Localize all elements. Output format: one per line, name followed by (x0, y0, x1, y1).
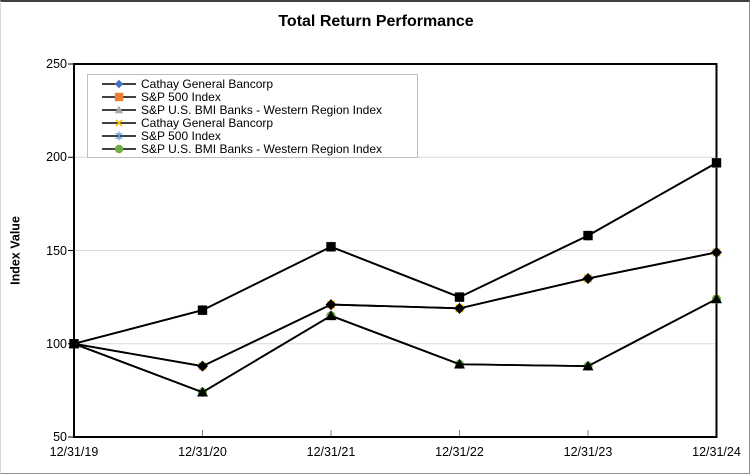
legend-label: Cathay General Bancorp (141, 76, 274, 91)
legend-label: S&P U.S. BMI Banks - Western Region Inde… (141, 141, 382, 156)
legend-asterisk-icon (115, 131, 123, 140)
y-tick-label-250: 250 (46, 57, 67, 71)
legend-item: Cathay General Bancorp (101, 115, 415, 130)
legend-key-circle-icon (102, 144, 136, 153)
legend-key-x-icon (102, 118, 136, 127)
series-line-5 (73, 298, 717, 394)
legend-square-icon (114, 92, 124, 101)
x-tick-label: 12/31/21 (306, 445, 356, 459)
series-line-2 (73, 298, 717, 394)
chart-title: Total Return Performance (278, 13, 474, 30)
legend-x-icon (115, 118, 123, 127)
legend-triangle-icon (114, 105, 124, 113)
legend-item: S&P U.S. BMI Banks - Western Region Inde… (101, 141, 415, 156)
data-point-marker (582, 360, 594, 371)
x-tick-label: 12/31/23 (563, 445, 613, 459)
y-tick-label-200: 200 (46, 150, 67, 165)
legend-item: S&P U.S. BMI Banks - Western Region Inde… (101, 102, 415, 117)
data-point-marker (582, 272, 594, 284)
data-point-marker (69, 339, 79, 349)
legend-key-diamond-icon (102, 79, 136, 88)
series-line-1 (73, 162, 717, 345)
data-point-marker (583, 230, 593, 241)
x-tick-label: 12/31/20 (178, 445, 227, 459)
data-point-marker (197, 360, 208, 372)
y-tick-label-150: 150 (46, 243, 67, 258)
x-tick-label: 12/31/22 (435, 445, 484, 459)
legend-item: Cathay General Bancorp (101, 76, 415, 91)
series-line-4 (73, 162, 717, 345)
x-tick-label: 12/31/19 (49, 445, 99, 459)
legend-label: S&P 500 Index (141, 89, 221, 104)
legend-key-triangle-icon (102, 105, 136, 113)
data-point-marker (197, 305, 208, 315)
legend-diamond-icon (114, 79, 124, 88)
legend-label: Cathay General Bancorp (141, 115, 274, 130)
data-point-marker (711, 246, 722, 258)
legend-key-asterisk-icon (102, 131, 136, 140)
data-point-marker (325, 299, 337, 311)
legend-label: S&P 500 Index (141, 128, 221, 143)
x-tick-label: 12/31/24 (692, 445, 741, 459)
data-point-marker (454, 292, 465, 302)
data-point-marker (454, 358, 465, 369)
series-line-0 (73, 251, 717, 368)
legend-item: S&P 500 Index (101, 128, 415, 143)
legend-key-square-icon (102, 92, 136, 101)
data-point-marker (325, 310, 337, 321)
legend-circle-icon (114, 144, 124, 153)
legend: Cathay General Bancorp S&P 500 Index S&P U… (87, 74, 418, 158)
data-point-marker (454, 302, 465, 314)
legend-label: S&P U.S. BMI Banks - Western Region Inde… (141, 102, 382, 117)
y-tick-label-50: 50 (53, 430, 67, 444)
data-point-marker (711, 158, 722, 168)
data-point-marker (326, 242, 336, 252)
data-point-marker (197, 386, 208, 397)
y-tick-label-100: 100 (46, 336, 67, 351)
data-point-marker (711, 293, 722, 304)
legend-item: S&P 500 Index (101, 89, 415, 104)
